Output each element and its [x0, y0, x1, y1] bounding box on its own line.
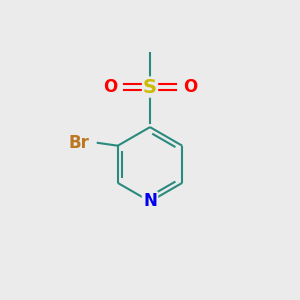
Text: Br: Br [68, 134, 89, 152]
Text: S: S [143, 78, 157, 97]
Text: N: N [143, 193, 157, 211]
Text: O: O [103, 78, 117, 96]
Text: O: O [183, 78, 197, 96]
